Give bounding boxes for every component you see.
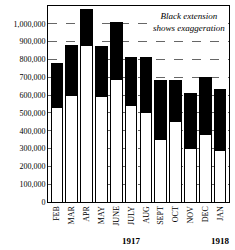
svg-text:1918: 1918 — [211, 236, 230, 246]
svg-text:300,000: 300,000 — [19, 144, 45, 153]
svg-text:0: 0 — [41, 198, 45, 207]
svg-text:SEPT: SEPT — [156, 206, 165, 225]
svg-text:AUG: AUG — [142, 206, 151, 224]
svg-text:200,000: 200,000 — [19, 162, 45, 171]
svg-text:800,000: 800,000 — [19, 55, 45, 64]
svg-text:600,000: 600,000 — [19, 91, 45, 100]
svg-text:OCT: OCT — [171, 206, 180, 222]
svg-text:JULY: JULY — [127, 206, 136, 225]
svg-text:JAN: JAN — [216, 206, 225, 221]
svg-text:1,000,000: 1,000,000 — [13, 20, 45, 29]
svg-text:APR: APR — [82, 206, 91, 222]
svg-text:1917: 1917 — [122, 236, 141, 246]
svg-text:500,000: 500,000 — [19, 109, 45, 118]
svg-text:DEC: DEC — [201, 206, 210, 222]
svg-text:JUNE: JUNE — [112, 206, 121, 226]
svg-text:NOV: NOV — [186, 206, 195, 224]
svg-text:FEB: FEB — [53, 206, 62, 221]
svg-text:100,000: 100,000 — [19, 180, 45, 189]
svg-text:900,000: 900,000 — [19, 37, 45, 46]
svg-text:MAY: MAY — [97, 206, 106, 224]
svg-text:MAR: MAR — [67, 206, 76, 225]
svg-text:700,000: 700,000 — [19, 73, 45, 82]
svg-text:Black extensionshows exaggerat: Black extensionshows exaggeration — [153, 11, 225, 33]
svg-text:400,000: 400,000 — [19, 127, 45, 136]
